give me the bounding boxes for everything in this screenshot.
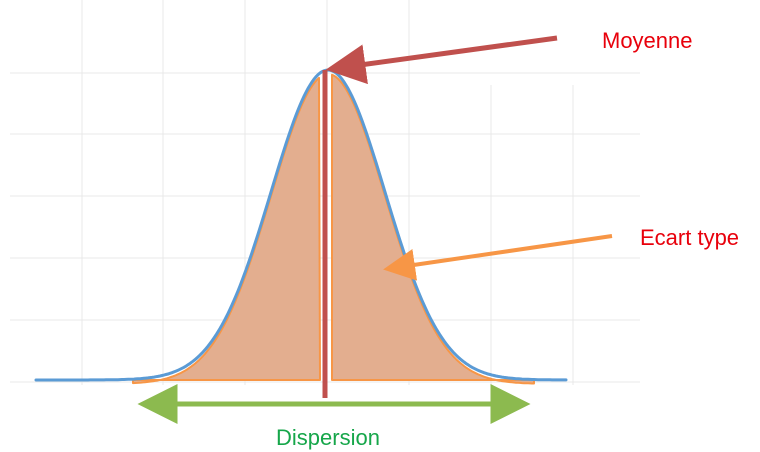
mean-label: Moyenne (602, 28, 693, 53)
mean-arrow (325, 35, 558, 85)
dispersion-label: Dispersion (276, 425, 380, 450)
bell-curve (34, 68, 568, 382)
std-dev-label: Ecart type (640, 225, 740, 250)
std-dev-arrow (383, 234, 613, 281)
